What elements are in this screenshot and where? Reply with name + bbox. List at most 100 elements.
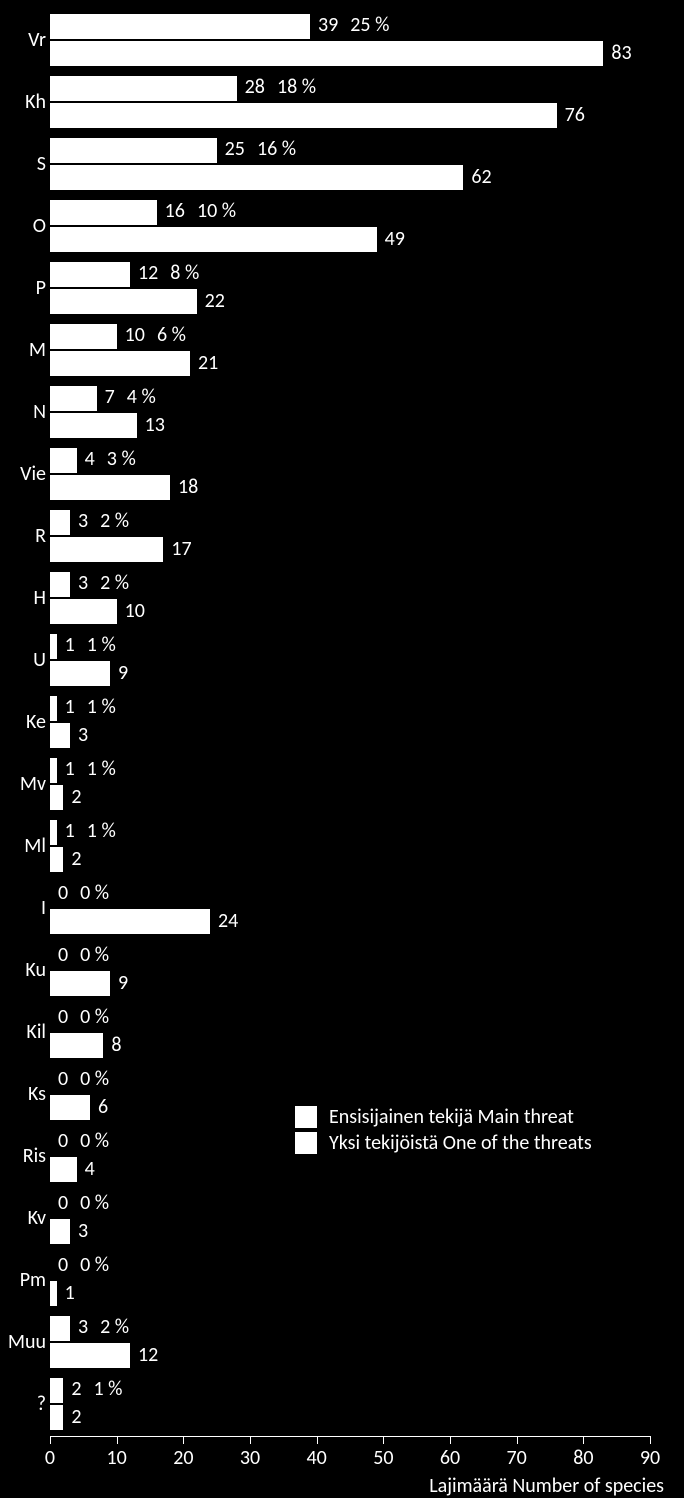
category-label: U: [0, 648, 46, 672]
chart-row: P128 %22: [0, 258, 684, 317]
x-tick-label: 90: [640, 1446, 660, 1470]
bar-one-of-threats: [50, 351, 190, 376]
main-pct: 1 %: [87, 819, 116, 843]
main-count: 0: [58, 1067, 68, 1091]
bar-main-value: 11 %: [65, 695, 116, 719]
bar-main-value: 0 0 %: [58, 1067, 109, 1091]
chart-row: R32 %17: [0, 506, 684, 565]
category-label: Kh: [0, 90, 46, 114]
bar-main-value: 00 %: [58, 881, 109, 905]
main-count: 3: [78, 1315, 88, 1339]
main-pct: 2 %: [100, 1315, 129, 1339]
category-label: S: [0, 152, 46, 176]
legend-label: Ensisijainen tekijä Main threat: [329, 1105, 574, 1129]
main-count: 2: [71, 1377, 81, 1401]
bar-main-value: 21 %: [71, 1377, 122, 1401]
x-tick-label: 0: [45, 1446, 55, 1470]
x-axis: 0102030405060708090: [50, 1436, 650, 1476]
category-label: Mv: [0, 772, 46, 796]
bar-main-value: 39 25 %: [318, 13, 389, 37]
bar-one-value: 2: [71, 847, 81, 871]
bar-one-of-threats: [50, 661, 110, 686]
main-count: 39: [318, 13, 338, 37]
bar-one-of-threats: [50, 1095, 90, 1120]
main-pct: 10 %: [197, 199, 236, 223]
bar-main-value: 00 %: [58, 943, 109, 967]
chart-row: Kv00 %3: [0, 1188, 684, 1247]
bar-one-of-threats: [50, 785, 63, 810]
bar-main-value: 74 %: [105, 385, 156, 409]
chart-row: M106 %21: [0, 320, 684, 379]
bar-main-value: 16 10 %: [165, 199, 236, 223]
chart-row: H32 %10: [0, 568, 684, 627]
bar-main-value: 00 %: [58, 1191, 109, 1215]
main-count: 0: [58, 1129, 68, 1153]
main-pct: 0 %: [80, 1005, 109, 1029]
category-label: Ris: [0, 1144, 46, 1168]
main-count: 0: [58, 1253, 68, 1277]
bar-main-threat: [50, 262, 130, 287]
bar-one-value: 17: [171, 537, 191, 561]
bar-main-value: 11 %: [65, 757, 116, 781]
main-count: 4: [85, 447, 95, 471]
category-label: M: [0, 338, 46, 362]
bar-main-threat: [50, 1378, 63, 1403]
bar-main-threat: [50, 386, 97, 411]
category-label: Vr: [0, 28, 46, 52]
bar-one-value: 22: [205, 289, 225, 313]
main-count: 16: [165, 199, 185, 223]
threat-bar-chart: Vr3925 %83Kh2818 %76S2516 %62O1610 %49P1…: [0, 10, 684, 1436]
category-label: ?: [0, 1392, 46, 1416]
main-count: 0: [58, 881, 68, 905]
main-count: 10: [125, 323, 145, 347]
bar-main-threat: [50, 510, 70, 535]
bar-main-value: 3 2 %: [78, 1315, 129, 1339]
main-pct: 0 %: [80, 1191, 109, 1215]
main-count: 1: [65, 695, 75, 719]
bar-one-of-threats: [50, 289, 197, 314]
category-label: N: [0, 400, 46, 424]
bar-one-of-threats: [50, 41, 603, 66]
main-pct: 6 %: [157, 323, 186, 347]
main-pct: 0 %: [80, 1067, 109, 1091]
bar-one-value: 76: [565, 103, 585, 127]
x-tick-label: 80: [573, 1446, 593, 1470]
chart-row: Ku00 %9: [0, 940, 684, 999]
x-tick-label: 70: [507, 1446, 527, 1470]
bar-one-value: 8: [111, 1033, 121, 1057]
main-pct: 8 %: [170, 261, 199, 285]
main-count: 12: [138, 261, 158, 285]
main-pct: 25 %: [350, 13, 389, 37]
bar-one-value: 24: [218, 909, 238, 933]
bar-one-of-threats: [50, 475, 170, 500]
main-pct: 18 %: [277, 75, 316, 99]
category-label: Pm: [0, 1268, 46, 1292]
bar-one-value: 18: [178, 475, 198, 499]
main-count: 3: [78, 571, 88, 595]
category-label: I: [0, 896, 46, 920]
bar-main-value: 2516 %: [225, 137, 296, 161]
category-label: R: [0, 524, 46, 548]
main-pct: 16 %: [257, 137, 296, 161]
legend-item: Ensisijainen tekijä Main threat: [295, 1105, 592, 1129]
category-label: Muu: [0, 1330, 46, 1354]
main-count: 1: [65, 819, 75, 843]
bar-main-value: 3 2 %: [78, 571, 129, 595]
chart-row: ? 21 %2: [0, 1374, 684, 1433]
main-pct: 2 %: [100, 571, 129, 595]
main-pct: 0 %: [80, 1253, 109, 1277]
bar-one-value: 10: [125, 599, 145, 623]
main-count: 0: [58, 943, 68, 967]
bar-main-value: 12 8 %: [138, 261, 199, 285]
bar-one-of-threats: [50, 1405, 63, 1430]
category-label: Ke: [0, 710, 46, 734]
legend-swatch: [295, 1106, 317, 1128]
bar-main-threat: [50, 634, 57, 659]
x-tick-label: 50: [373, 1446, 393, 1470]
chart-row: I 00 % 24: [0, 878, 684, 937]
bar-main-threat: [50, 76, 237, 101]
bar-main-threat: [50, 14, 310, 39]
bar-main-threat: [50, 1316, 70, 1341]
bar-one-of-threats: [50, 1033, 103, 1058]
bar-one-of-threats: [50, 165, 463, 190]
